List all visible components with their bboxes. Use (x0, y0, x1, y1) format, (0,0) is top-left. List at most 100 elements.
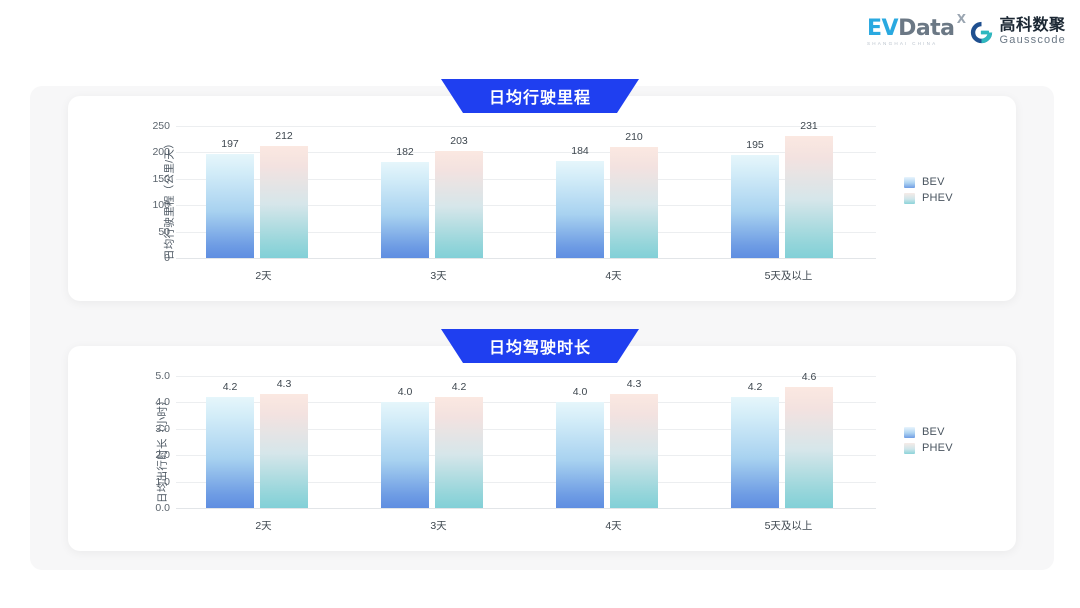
chart-title-banner-daily-driving-time: 日均驾驶时长 (441, 329, 639, 363)
bar-value-label: 184 (571, 144, 589, 157)
y-axis-tick-label: 250 (152, 120, 170, 132)
bar-phev-3天[interactable] (435, 397, 483, 508)
legend-swatch-icon (904, 192, 915, 204)
gridline (176, 152, 876, 154)
chart-daily-driving-time: 日均出行时长（小时） 0.0 1.0 2.0 3.0 4.0 5.0 4.2 4.3 4.0 4.2… (68, 346, 1016, 551)
bar-group: 197 212 (176, 126, 351, 258)
bar-value-label: 203 (450, 134, 468, 147)
x-axis-tick-label: 5天及以上 (764, 520, 813, 532)
gridline (176, 178, 876, 180)
gridline (176, 508, 876, 509)
evdata-x-icon: X (956, 11, 966, 26)
bar-bev-5天及以上[interactable] (731, 155, 779, 258)
bar-phev-5天及以上[interactable] (785, 386, 833, 508)
bar-value-label: 4.0 (572, 386, 588, 399)
x-axis-tick-label: 5天及以上 (764, 270, 813, 282)
evdata-data-text: Data (898, 15, 955, 41)
chart-title-daily-mileage: 日均行驶里程 (488, 90, 591, 107)
y-axis-tick-label: 0.0 (155, 502, 170, 514)
bar-value-label: 4.2 (222, 381, 238, 394)
bar-value-label: 210 (625, 131, 643, 144)
bar-bev-5天及以上[interactable] (731, 397, 779, 508)
y-axis-tick-label: 2.0 (155, 449, 170, 462)
bar-phev-4天[interactable] (610, 394, 658, 508)
bar-value-label: 4.3 (276, 378, 292, 391)
evdata-logo: EVData X SHANGHAI CHINA (867, 13, 966, 47)
bar-value-label: 197 (221, 137, 239, 150)
legend-item-bev[interactable]: BEV (904, 424, 953, 440)
legend-item-phev[interactable]: PHEV (904, 190, 953, 206)
x-axis-tick-label: 2天 (255, 270, 272, 282)
chart-daily-mileage: 日均行驶里程（公里/天） 0 50 100 150 200 250 197 212 182 203 1… (68, 96, 1016, 301)
y-axis-tick-label: 3.0 (155, 422, 170, 435)
y-axis-tick-label: 50 (158, 225, 170, 238)
legend-label: BEV (922, 426, 945, 438)
bar-bev-2天[interactable] (206, 153, 254, 258)
gridline (176, 376, 876, 377)
bar-bev-2天[interactable] (206, 397, 254, 508)
y-axis-tick-label: 100 (152, 199, 170, 212)
x-axis-tick-label: 2天 (255, 520, 272, 532)
bar-groups: 4.2 4.3 4.0 4.2 4.0 4.3 4.2 4.6 (176, 371, 876, 508)
bar-group: 4.2 4.3 (176, 376, 351, 508)
chart-title-banner-daily-mileage: 日均行驶里程 (441, 79, 639, 113)
bar-group: 4.2 4.6 (701, 371, 876, 508)
bar-group: 195 231 (701, 120, 876, 258)
legend-swatch-icon (904, 426, 915, 438)
bar-bev-4天[interactable] (556, 402, 604, 508)
gridline (176, 481, 876, 483)
bar-bev-4天[interactable] (556, 160, 604, 258)
legend-item-bev[interactable]: BEV (904, 174, 953, 190)
chart-legend: BEV PHEV (904, 174, 953, 206)
bar-groups: 197 212 182 203 184 210 195 231 (176, 120, 876, 258)
y-axis-tick-label: 1.0 (155, 475, 170, 488)
gridline (176, 455, 876, 457)
gausscode-g-icon (969, 20, 994, 45)
gridline (176, 231, 876, 233)
bar-group: 4.0 4.3 (526, 376, 701, 508)
x-axis-tick-label: 4天 (605, 270, 622, 282)
bar-value-label: 4.0 (397, 386, 413, 399)
gridline (176, 428, 876, 430)
evdata-wordmark: EVData X (867, 13, 966, 41)
legend-label: BEV (922, 176, 945, 188)
gausscode-cn-name: 高科数聚 (999, 16, 1066, 34)
bar-phev-5天及以上[interactable] (785, 136, 833, 258)
y-axis-tick-label: 0 (164, 252, 170, 264)
bar-value-label: 231 (800, 120, 818, 133)
bar-group: 184 210 (526, 126, 701, 258)
bar-value-label: 4.2 (747, 381, 763, 394)
bar-bev-3天[interactable] (381, 402, 429, 508)
bar-phev-3天[interactable] (435, 150, 483, 258)
bar-phev-2天[interactable] (260, 394, 308, 508)
bar-group: 4.0 4.2 (351, 376, 526, 508)
x-axis-tick-label: 3天 (430, 520, 447, 532)
bar-value-label: 4.2 (451, 381, 467, 394)
gausscode-en-name: Gausscode (999, 33, 1066, 46)
bar-group: 182 203 (351, 126, 526, 258)
header-logos: EVData X SHANGHAI CHINA 高科数聚 Gausscode (867, 12, 1066, 52)
bar-value-label: 182 (396, 145, 414, 158)
legend-swatch-icon (904, 442, 915, 454)
y-axis-tick-label: 5.0 (155, 370, 170, 382)
y-axis-tick-label: 150 (152, 172, 170, 185)
x-axis-tick-label: 4天 (605, 520, 622, 532)
bar-phev-2天[interactable] (260, 146, 308, 258)
y-axis-tick-label: 4.0 (155, 396, 170, 409)
legend-label: PHEV (922, 192, 953, 204)
gridline (176, 402, 876, 404)
gausscode-logo: 高科数聚 Gausscode (969, 16, 1066, 46)
gridline (176, 126, 876, 127)
gridline (176, 258, 876, 259)
plot-area: 0.0 1.0 2.0 3.0 4.0 5.0 4.2 4.3 4.0 4.2 4.0 4.3 4.2 4… (155, 370, 876, 514)
bar-phev-4天[interactable] (610, 147, 658, 258)
bar-bev-3天[interactable] (381, 161, 429, 258)
chart-card-daily-driving-time: 日均出行时长（小时） 0.0 1.0 2.0 3.0 4.0 5.0 4.2 4.3 4.0 4.2… (68, 346, 1016, 551)
chart-title-daily-driving-time: 日均驾驶时长 (488, 340, 591, 357)
bar-value-label: 4.3 (626, 378, 642, 391)
bar-value-label: 195 (746, 139, 764, 152)
legend-item-phev[interactable]: PHEV (904, 440, 953, 456)
x-axis-tick-label: 3天 (430, 270, 447, 282)
gridline (176, 205, 876, 207)
chart-card-daily-mileage: 日均行驶里程（公里/天） 0 50 100 150 200 250 197 212 182 203 1… (68, 96, 1016, 301)
